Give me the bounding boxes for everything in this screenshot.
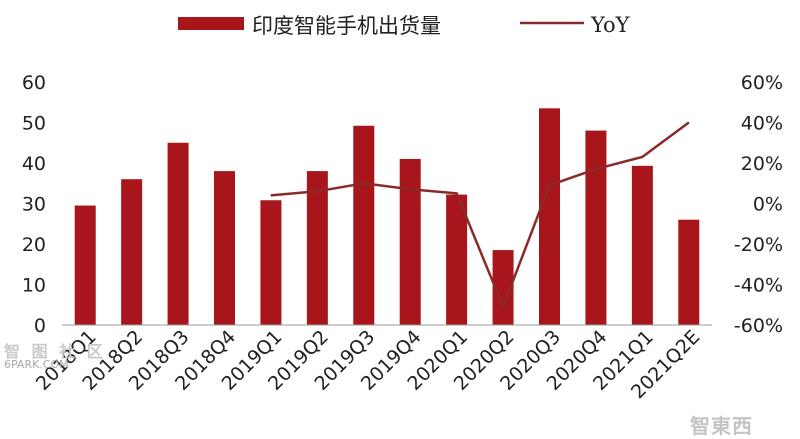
x-axis: 2018Q12018Q22018Q32018Q42019Q12019Q22019… (32, 324, 712, 403)
yoy-point (549, 184, 550, 186)
legend-line-label: YoY (590, 13, 631, 37)
bar (121, 179, 143, 325)
yoy-point (363, 182, 365, 184)
bar (74, 205, 96, 325)
yoy-line-series (270, 121, 690, 309)
bar (585, 130, 607, 325)
yoy-point (456, 192, 458, 194)
right-tick-label: -40% (734, 275, 783, 297)
left-axis: 0 10 20 30 40 50 60 (22, 72, 46, 337)
left-tick-label: 40 (22, 153, 46, 175)
left-tick-label: 50 (22, 113, 46, 135)
bar (631, 165, 653, 325)
bar (167, 142, 189, 325)
yoy-point (595, 168, 597, 170)
right-axis: -60% -40% -20% 0% 20% 40% 60% (734, 72, 783, 337)
bar (539, 108, 560, 325)
bar (260, 200, 282, 325)
legend-bar-swatch (178, 17, 244, 30)
yoy-point (316, 190, 318, 192)
left-tick-label: 10 (22, 275, 46, 297)
legend: 印度智能手机出货量 YoY (178, 13, 631, 38)
left-tick-label: 30 (22, 194, 46, 216)
bar (492, 250, 514, 325)
left-tick-label: 20 (22, 234, 46, 256)
yoy-line (270, 121, 690, 309)
bar (214, 171, 235, 325)
legend-bar-label: 印度智能手机出货量 (252, 14, 441, 38)
yoy-point (641, 156, 643, 158)
yoy-point (502, 306, 504, 308)
bar (353, 125, 375, 326)
right-tick-label: 20% (741, 153, 783, 175)
watermark-top-left: 智 图 社 区 (4, 342, 106, 361)
bar (399, 158, 421, 325)
right-tick-label: 40% (741, 113, 783, 135)
yoy-point (688, 122, 690, 123)
bar-series (74, 108, 700, 326)
right-tick-label: 0% (753, 194, 783, 216)
bar (306, 171, 328, 325)
yoy-point (270, 194, 272, 196)
right-tick-label: -20% (734, 234, 783, 256)
right-tick-label: -60% (734, 315, 783, 337)
watermark-bottom-left: 6PARK.COM (4, 358, 69, 371)
yoy-point (409, 188, 411, 190)
bar (678, 219, 700, 325)
bar (446, 194, 468, 325)
left-tick-label: 60 (22, 72, 46, 94)
left-tick-label: 0 (34, 315, 46, 337)
watermark-bottom-right: 智東西 (690, 414, 753, 438)
right-tick-label: 60% (741, 72, 783, 94)
